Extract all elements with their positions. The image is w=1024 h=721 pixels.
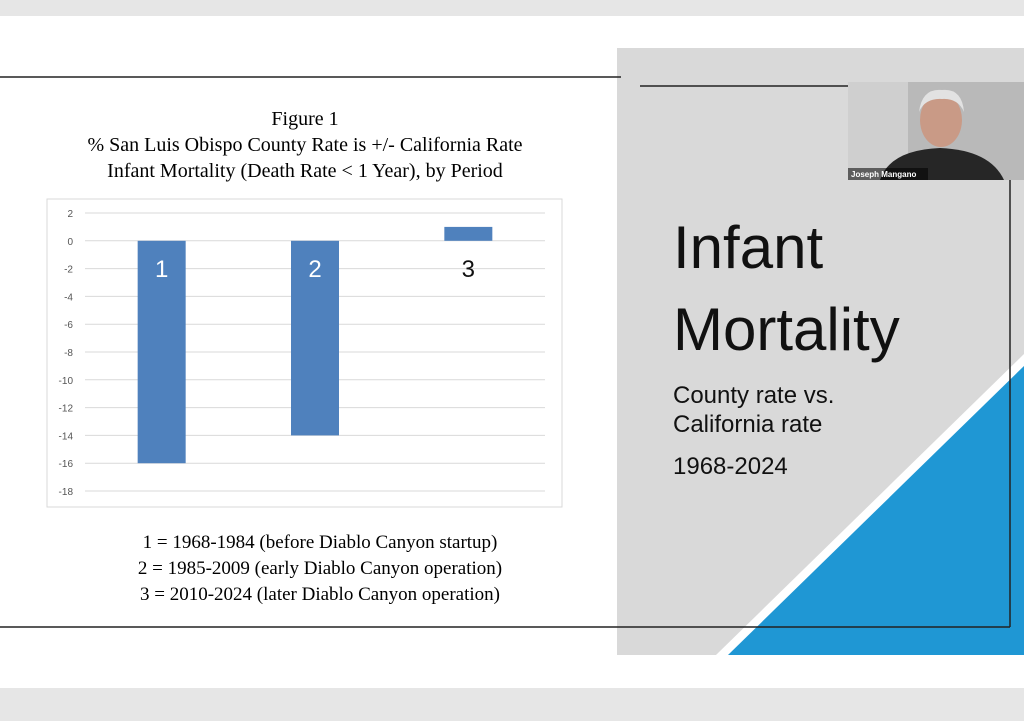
y-tick-label: -16: [59, 459, 74, 470]
bar-label: 1: [155, 256, 168, 283]
y-tick-label: -18: [59, 487, 74, 498]
blue-triangle: [728, 366, 1024, 655]
y-tick-label: -2: [64, 265, 73, 276]
face: [920, 93, 962, 147]
name-background: [848, 168, 928, 180]
bottom-band: [0, 688, 1024, 721]
chart-subtitle: % San Luis Obispo County Rate is +/- Cal…: [87, 134, 522, 156]
y-tick-label: -10: [59, 376, 74, 387]
hair: [919, 89, 964, 112]
slide-title: Infant: [673, 214, 823, 281]
y-tick-label: -12: [59, 404, 74, 415]
bar: [137, 240, 186, 464]
y-tick-label: -14: [59, 431, 74, 442]
slide-subtitle: County rate vs.: [673, 382, 834, 409]
y-tick-label: 0: [67, 237, 73, 248]
bar-label: 3: [462, 256, 475, 283]
chart-title: Figure 1: [271, 108, 338, 130]
chart-subtitle: Infant Mortality (Death Rate < 1 Year), …: [107, 160, 503, 182]
video-tile[interactable]: Joseph Mangano: [848, 82, 1024, 180]
bar-label: 2: [308, 256, 321, 283]
bar: [444, 226, 493, 241]
y-tick-label: -8: [64, 348, 73, 359]
slide-title: Mortality: [673, 296, 900, 363]
y-tick-label: -6: [64, 320, 73, 331]
y-tick-label: -4: [64, 292, 73, 303]
participant-name: Joseph Mangano: [851, 170, 916, 179]
slide-period: 1968-2024: [673, 453, 788, 480]
chart-note: 2 = 1985-2009 (early Diablo Canyon opera…: [138, 558, 502, 579]
bar: [291, 240, 339, 436]
y-tick-label: 2: [67, 209, 73, 220]
slide-subtitle: California rate: [673, 411, 822, 438]
top-band: [0, 0, 1024, 16]
chart-note: 3 = 2010-2024 (later Diablo Canyon opera…: [140, 584, 500, 605]
chart-note: 1 = 1968-1984 (before Diablo Canyon star…: [143, 532, 498, 553]
